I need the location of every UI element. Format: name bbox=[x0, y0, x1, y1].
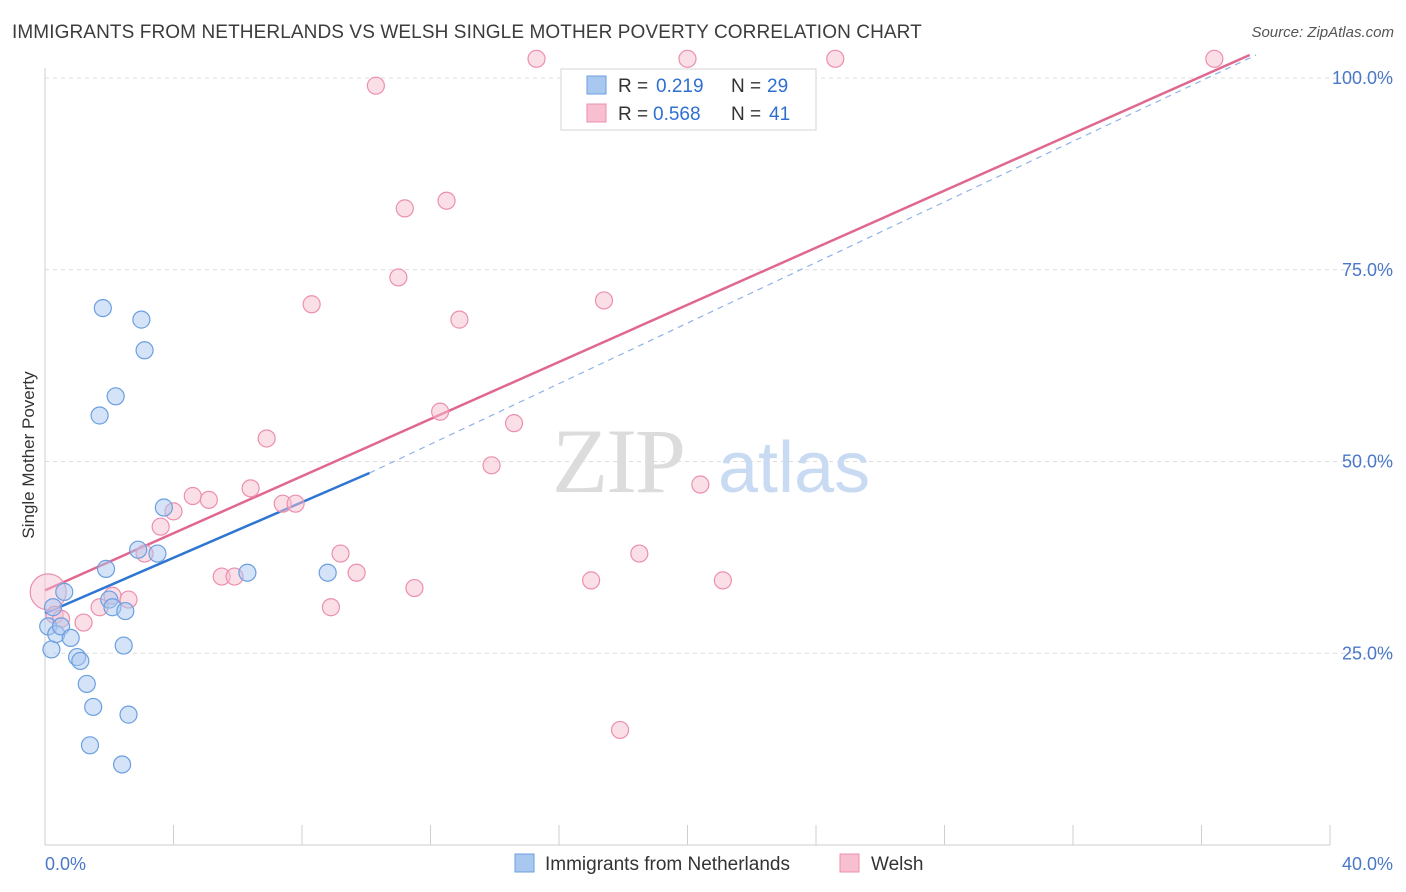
legend-r-label-1: R = bbox=[618, 76, 648, 97]
point-welsh-3 bbox=[74, 613, 93, 632]
point-netherlands-7 bbox=[71, 651, 90, 671]
y-tick-label-100: 100.0% bbox=[1332, 68, 1393, 88]
trend-extension-dashed bbox=[369, 54, 1257, 474]
point-netherlands-13 bbox=[96, 559, 116, 578]
bottom-legend-label-pink: Welsh bbox=[871, 854, 923, 875]
point-netherlands-11 bbox=[90, 406, 109, 425]
legend-r-label-2: R = bbox=[618, 104, 648, 125]
point-netherlands-28 bbox=[43, 598, 63, 617]
tick-labels: 25.0% 50.0% 75.0% 100.0% 0.0% 40.0% bbox=[45, 68, 1393, 874]
point-welsh-33 bbox=[594, 291, 614, 310]
point-welsh-30 bbox=[504, 414, 524, 433]
point-welsh-27 bbox=[437, 191, 456, 210]
point-netherlands-8 bbox=[77, 674, 96, 694]
point-netherlands-1 bbox=[42, 640, 61, 659]
legend-r-value-1: 0.219 bbox=[656, 76, 704, 97]
point-netherlands-19 bbox=[116, 601, 135, 621]
y-axis-title: Single Mother Poverty bbox=[19, 371, 38, 539]
legend-n-value-1: 29 bbox=[767, 76, 788, 97]
point-netherlands-23 bbox=[135, 341, 154, 360]
point-welsh-22 bbox=[366, 76, 385, 95]
point-netherlands-20 bbox=[119, 705, 138, 724]
point-welsh-17 bbox=[286, 494, 305, 513]
chart-title: IMMIGRANTS FROM NETHERLANDS VS WELSH SIN… bbox=[12, 22, 922, 43]
bottom-legend-swatch-pink bbox=[839, 853, 860, 873]
point-welsh-20 bbox=[331, 544, 350, 563]
point-netherlands-17 bbox=[112, 755, 132, 774]
point-netherlands-21 bbox=[129, 540, 148, 559]
point-welsh-19 bbox=[321, 598, 341, 617]
point-welsh-34 bbox=[610, 720, 630, 740]
point-welsh-11 bbox=[199, 490, 218, 509]
bottom-legend-swatch-blue bbox=[514, 853, 535, 873]
point-welsh-40 bbox=[678, 49, 697, 68]
axes bbox=[44, 68, 1331, 846]
watermark-atlas: atlas bbox=[718, 428, 870, 508]
point-netherlands-10 bbox=[84, 697, 103, 717]
point-welsh-14 bbox=[241, 479, 260, 498]
y-tick-label-75: 75.0% bbox=[1342, 260, 1393, 280]
point-welsh-8 bbox=[151, 517, 170, 536]
legend-n-value-2: 41 bbox=[769, 104, 790, 125]
point-welsh-31 bbox=[527, 49, 546, 68]
point-netherlands-12 bbox=[93, 299, 112, 318]
point-welsh-21 bbox=[347, 563, 366, 582]
point-welsh-23 bbox=[389, 268, 408, 287]
point-netherlands-25 bbox=[238, 563, 257, 582]
x-tick-label-max: 40.0% bbox=[1342, 854, 1393, 874]
legend-swatch-blue bbox=[586, 75, 607, 95]
point-netherlands-26 bbox=[318, 563, 337, 582]
point-welsh-10 bbox=[183, 486, 202, 506]
point-netherlands-18 bbox=[114, 636, 133, 655]
point-welsh-25 bbox=[405, 578, 424, 598]
legend-n-label-2: N = bbox=[731, 104, 761, 125]
point-welsh-38 bbox=[826, 49, 845, 68]
point-netherlands-27 bbox=[148, 544, 167, 563]
point-welsh-26 bbox=[431, 402, 450, 421]
point-welsh-37 bbox=[713, 571, 732, 590]
legend-n-label-1: N = bbox=[731, 76, 761, 97]
data-points bbox=[29, 49, 1224, 774]
point-netherlands-16 bbox=[106, 387, 125, 406]
trend-lines bbox=[44, 53, 1257, 615]
source-label: Source: ZipAtlas.com bbox=[1251, 24, 1394, 41]
point-welsh-15 bbox=[257, 429, 276, 448]
point-netherlands-24 bbox=[154, 498, 173, 517]
point-welsh-24 bbox=[395, 199, 414, 218]
point-welsh-18 bbox=[302, 295, 321, 314]
point-welsh-39 bbox=[1205, 49, 1224, 68]
watermark-zip: ZIP bbox=[552, 410, 684, 512]
legend-r-value-2: 0.568 bbox=[653, 104, 701, 125]
top-legend: R = 0.219 N = 29 R = 0.568 N = 41 bbox=[560, 68, 817, 131]
point-netherlands-4 bbox=[55, 582, 74, 601]
y-tick-label-25: 25.0% bbox=[1342, 643, 1393, 663]
point-netherlands-22 bbox=[132, 310, 151, 329]
point-welsh-36 bbox=[691, 475, 710, 494]
y-tick-label-50: 50.0% bbox=[1342, 452, 1393, 472]
trend-line-netherlands bbox=[44, 471, 370, 615]
point-welsh-28 bbox=[450, 310, 469, 329]
point-netherlands-9 bbox=[80, 736, 100, 755]
point-welsh-32 bbox=[582, 571, 601, 590]
point-netherlands-5 bbox=[61, 628, 80, 648]
legend-swatch-pink bbox=[586, 103, 607, 123]
bottom-legend-label-blue: Immigrants from Netherlands bbox=[545, 854, 790, 875]
watermark: ZIP atlas bbox=[552, 410, 870, 512]
bottom-legend: Immigrants from Netherlands Welsh bbox=[514, 853, 923, 875]
point-welsh-35 bbox=[630, 544, 649, 563]
x-tick-label-min: 0.0% bbox=[45, 854, 86, 874]
trend-line-welsh bbox=[44, 53, 1251, 592]
point-welsh-29 bbox=[482, 456, 501, 475]
